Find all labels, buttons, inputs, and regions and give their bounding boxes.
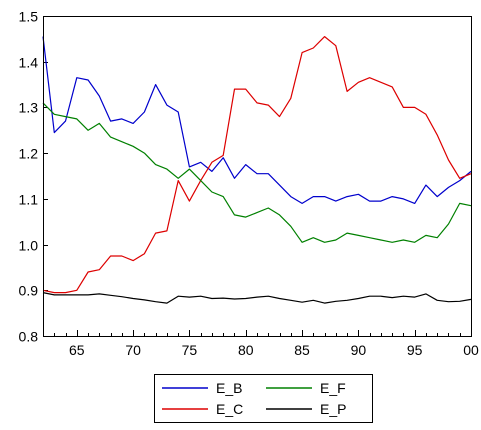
x-tick-label: 00: [463, 342, 479, 358]
series-lines: [42, 35, 472, 304]
y-tick-label: 1.4: [19, 55, 39, 71]
y-tick-label: 1.2: [19, 146, 39, 162]
x-axis: 65 70 75 80 85 90 95 00: [43, 330, 479, 358]
legend-label: E_F: [320, 380, 346, 396]
plot-frame: [43, 16, 472, 337]
series-line-e-f: [42, 102, 472, 243]
y-tick-label: 1.3: [19, 100, 39, 116]
series-line-e-c: [42, 35, 472, 294]
x-tick-label: 85: [294, 342, 310, 358]
x-tick-label: 90: [351, 342, 367, 358]
y-tick-label: 1.1: [19, 192, 39, 208]
x-tick-label: 80: [238, 342, 254, 358]
series-line-e-b: [42, 36, 472, 204]
x-tick-label: 75: [182, 342, 198, 358]
legend-box: [154, 374, 373, 423]
y-tick-label: 1.5: [19, 9, 39, 25]
legend: E_B E_F E_C E_P: [154, 374, 373, 423]
x-tick-label: 65: [69, 342, 85, 358]
y-axis: 0.8 0.9 1.0 1.1 1.2 1.3 1.4 1.5: [19, 9, 48, 345]
x-tick-label: 70: [125, 342, 141, 358]
series-line-e-p: [42, 292, 472, 304]
legend-label: E_P: [320, 401, 346, 417]
y-tick-label: 1.0: [19, 238, 39, 254]
x-tick-label: 95: [407, 342, 423, 358]
legend-label: E_B: [216, 380, 242, 396]
y-tick-label: 0.9: [19, 283, 39, 299]
legend-label: E_C: [216, 401, 243, 417]
y-tick-label: 0.8: [19, 329, 39, 345]
